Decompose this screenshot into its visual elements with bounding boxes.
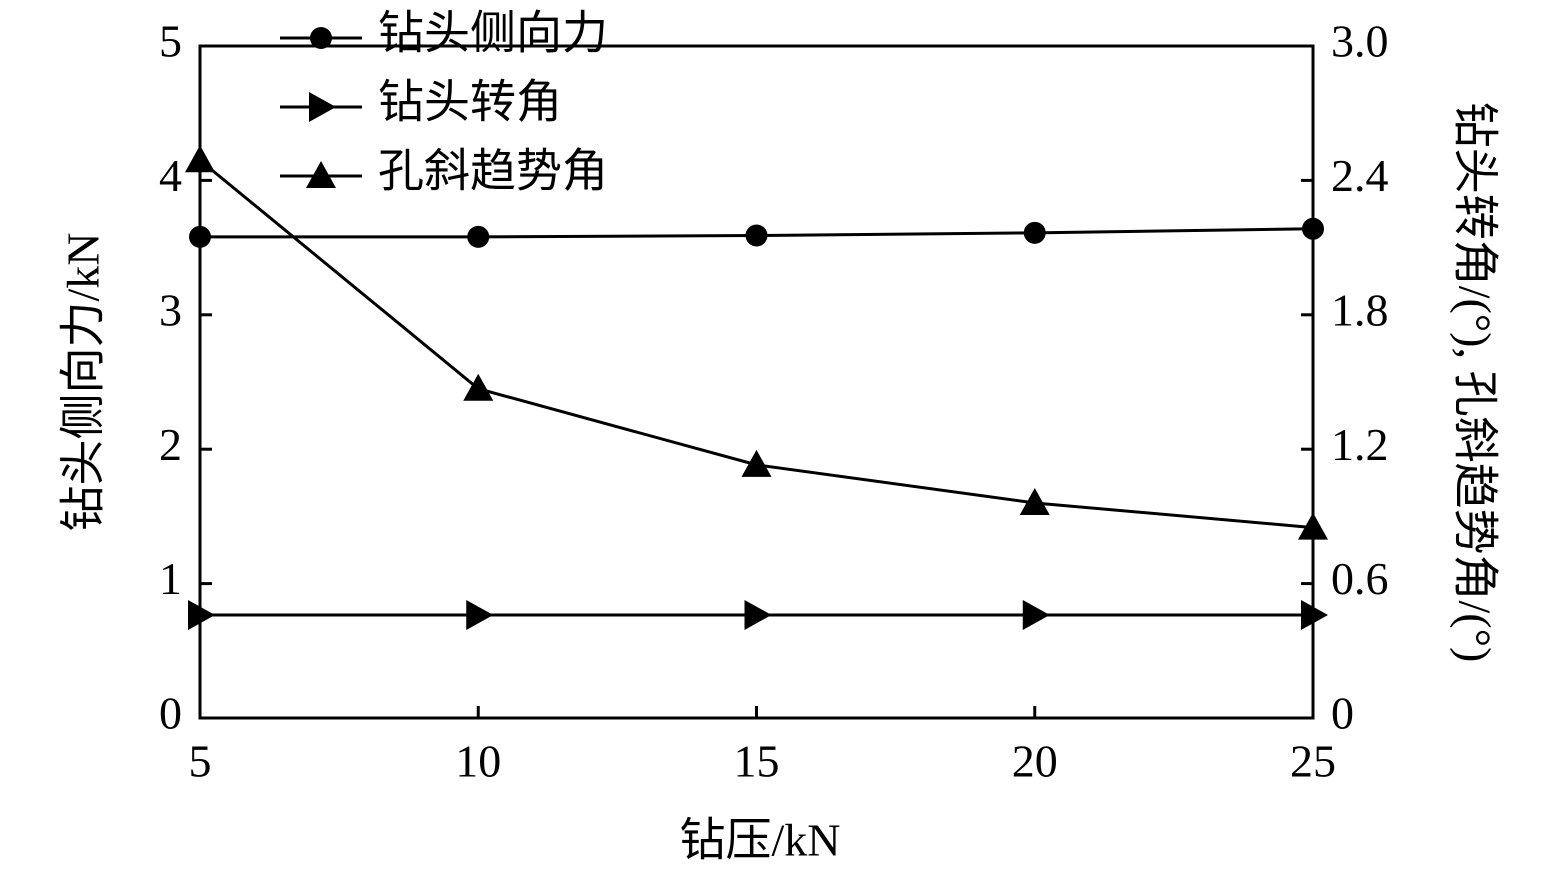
point [1019, 487, 1050, 515]
point [1302, 217, 1324, 240]
y-tick-label: 1 [159, 553, 182, 604]
y-axis-label: 钻头侧向力/kN [58, 233, 109, 532]
y2-tick-label: 3.0 [1331, 16, 1389, 67]
point [1022, 599, 1050, 630]
point [1023, 221, 1046, 244]
x-tick-label: 15 [734, 736, 780, 787]
y-tick-label: 4 [159, 150, 182, 201]
y-tick-label: 2 [159, 419, 182, 470]
x-axis-label: 钻压/kN [680, 815, 841, 866]
y2-tick-label: 0 [1331, 688, 1354, 739]
point [188, 599, 215, 630]
point [741, 449, 772, 477]
legend-marker [309, 92, 336, 122]
point [463, 373, 494, 401]
x-tick-label: 10 [455, 736, 501, 787]
point [1301, 599, 1328, 630]
legend-label: 孔斜趋势角 [378, 146, 608, 197]
legend-marker [310, 27, 332, 49]
point [744, 599, 772, 630]
x-tick-label: 20 [1012, 736, 1058, 787]
y2-axis-label: 钻头转角/(°), 孔斜趋势角/(°) [1449, 102, 1500, 663]
y2-tick-label: 0.6 [1331, 553, 1389, 604]
legend-label: 钻头侧向力 [378, 8, 608, 59]
point [745, 224, 768, 247]
y2-tick-label: 1.2 [1331, 419, 1389, 470]
y-tick-label: 0 [159, 688, 182, 739]
y2-tick-label: 2.4 [1331, 150, 1389, 201]
y-tick-label: 3 [159, 284, 182, 335]
point [185, 145, 215, 173]
legend-marker [306, 161, 336, 188]
point [1298, 512, 1328, 540]
point [189, 225, 211, 248]
y2-tick-label: 1.8 [1331, 284, 1389, 335]
legend-label: 钻头转角 [378, 77, 562, 128]
x-tick-label: 5 [189, 736, 212, 787]
point [466, 599, 494, 630]
point [467, 225, 490, 248]
x-tick-label: 25 [1290, 736, 1336, 787]
y-tick-label: 5 [159, 16, 182, 67]
